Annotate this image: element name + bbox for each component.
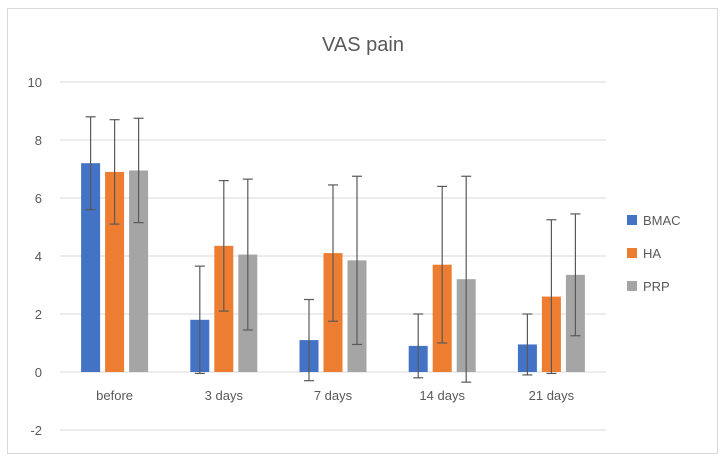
error-bar-ha-4 — [546, 219, 557, 375]
error-bar-bmac-2 — [304, 298, 314, 382]
error-bar-prp-4 — [570, 213, 581, 337]
x-tick-4: 21 days — [529, 388, 575, 403]
legend-item-prp: PRP — [627, 279, 670, 294]
x-tick-1: 3 days — [205, 388, 244, 403]
y-tick-4: 4 — [35, 249, 42, 264]
error-bar-bmac-3 — [413, 313, 424, 379]
y-tick-0: 0 — [35, 365, 42, 380]
y-tick-6: 6 — [35, 191, 42, 206]
x-tick-2: 7 days — [314, 388, 353, 403]
y-tick-8: 8 — [35, 133, 42, 148]
x-tick-0: before — [96, 388, 133, 403]
error-bar-prp-2 — [352, 175, 362, 346]
bar-bmac-0 — [81, 163, 101, 372]
legend-item-bmac: BMAC — [627, 213, 681, 228]
error-bar-prp-1 — [242, 178, 253, 331]
error-bar-ha-0 — [109, 119, 120, 225]
y-tick--2: -2 — [30, 423, 42, 438]
error-bar-prp-3 — [461, 175, 472, 383]
y-tick-10: 10 — [28, 75, 42, 90]
x-tick-3: 14 days — [419, 388, 465, 403]
x-tick-labels: before 3 days 7 days 14 days 21 days — [96, 388, 574, 403]
legend-item-ha: HA — [627, 246, 661, 261]
legend-label-ha: HA — [643, 246, 661, 261]
legend: BMAC HA PRP — [627, 213, 681, 294]
error-bar-bmac-1 — [194, 265, 205, 375]
error-bar-bmac-0 — [85, 116, 96, 211]
y-tick-labels: -2 0 2 4 6 8 10 — [28, 75, 42, 438]
error-bar-bmac-4 — [522, 313, 533, 376]
legend-swatch-prp — [627, 281, 637, 291]
error-bars — [85, 116, 581, 383]
bar-prp-0 — [129, 170, 149, 372]
legend-swatch-bmac — [627, 215, 637, 225]
y-tick-2: 2 — [35, 307, 42, 322]
legend-label-prp: PRP — [643, 279, 670, 294]
legend-label-bmac: BMAC — [643, 213, 681, 228]
legend-swatch-ha — [627, 248, 637, 258]
bar-ha-0 — [105, 171, 125, 372]
error-bar-ha-1 — [218, 180, 229, 312]
error-bar-ha-3 — [437, 185, 448, 344]
chart-title: VAS pain — [322, 34, 404, 56]
error-bar-prp-0 — [133, 117, 144, 224]
error-bar-ha-2 — [328, 184, 338, 322]
